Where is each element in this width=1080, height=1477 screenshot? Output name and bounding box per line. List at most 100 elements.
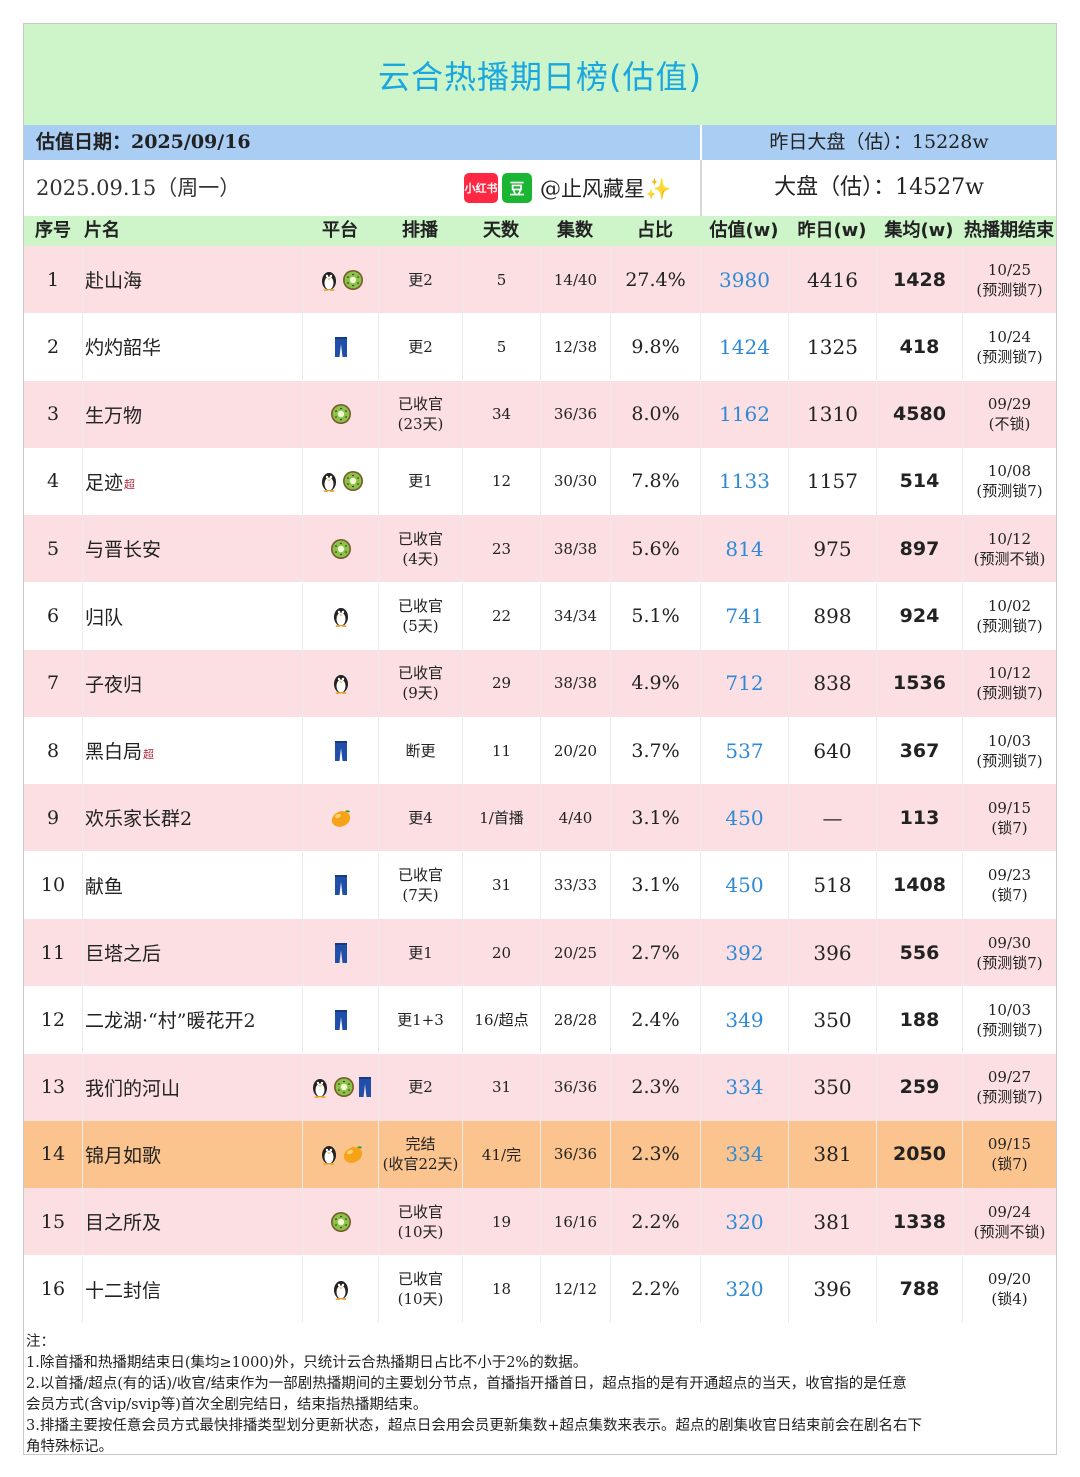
rank-cell: 8 — [46, 739, 60, 762]
average-cell: 1408 — [876, 851, 962, 919]
estimate-date: 估值日期：2025/09/16 — [24, 125, 700, 160]
kiwi-icon — [330, 538, 351, 559]
show-title: 子夜归 — [85, 673, 143, 696]
end-text: 10/03 — [987, 731, 1032, 750]
rank-cell: 12 — [40, 1008, 66, 1031]
show-title: 锦月如歌 — [85, 1144, 162, 1167]
end-cell: 09/27 (预测锁7) — [962, 1053, 1056, 1121]
average-cell: 556 — [876, 919, 962, 986]
title-cell: 赴山海 — [82, 246, 302, 313]
schedule-text: 更4 — [408, 808, 433, 827]
days-cell: 5 — [462, 313, 540, 381]
days-cell: 19 — [462, 1188, 540, 1256]
end-text: (预测锁7) — [976, 1088, 1043, 1107]
share-cell: 2.4% — [610, 986, 700, 1054]
end-text: 10/03 — [987, 1000, 1032, 1019]
rank-cell: 10 — [40, 874, 66, 897]
jeans-icon — [358, 1077, 371, 1098]
table-row: 6 归队 已收官 (5天) 22 34/34 5.1% 741 898 924 10/02 (预测锁7… — [24, 582, 1056, 650]
yesterday-cell: 396 — [788, 919, 876, 986]
platform-cell — [302, 380, 378, 448]
episodes-cell: 28/28 — [540, 986, 610, 1054]
end-text: (锁7) — [991, 818, 1028, 837]
title-cell: 我们的河山 — [82, 1053, 302, 1121]
share-cell: 3.7% — [610, 717, 700, 785]
header-yesterday: 昨日(w) — [797, 220, 867, 241]
header-average: 集均(w) — [884, 220, 954, 241]
end-cell: 09/29 (不锁) — [962, 380, 1056, 448]
market-total: 大盘（估）：14527w — [774, 175, 984, 200]
schedule-text: 更1+3 — [397, 1010, 444, 1029]
schedule-cell: 已收官 (9天) — [378, 649, 462, 717]
header-seq: 序号 — [35, 220, 71, 241]
value-cell: 450 — [700, 851, 788, 919]
table-row: 12 二龙湖·“村”暖花开2 更1+3 16/超点 28/28 2.4% 349 350 188… — [24, 986, 1056, 1054]
end-text: (锁4) — [991, 1290, 1028, 1308]
value-cell: 3980 — [700, 246, 788, 313]
super-mark: 超 — [124, 478, 136, 492]
share-cell: 2.2% — [610, 1188, 700, 1256]
average-cell: 1536 — [876, 649, 962, 717]
end-text: 09/29 — [987, 395, 1032, 414]
schedule-text: 已收官 — [397, 529, 443, 548]
yesterday-cell: 350 — [788, 986, 876, 1054]
end-cell: 09/15 (锁7) — [962, 784, 1056, 852]
yesterday-market: 昨日大盘（估）：15228w — [702, 125, 1056, 160]
schedule-text: (23天) — [397, 415, 444, 434]
end-text: (锁7) — [991, 886, 1028, 905]
platform-cell — [302, 1188, 378, 1256]
show-title: 欢乐家长群2 — [85, 808, 193, 831]
yesterday-cell: 1325 — [788, 313, 876, 381]
share-cell: 9.8% — [610, 313, 700, 381]
title-cell: 灼灼韶华 — [82, 313, 302, 381]
super-mark: 超 — [143, 747, 155, 761]
show-title: 二龙湖·“村”暖花开2 — [85, 1010, 256, 1033]
share-cell: 2.2% — [610, 1255, 700, 1323]
share-cell: 8.0% — [610, 380, 700, 448]
schedule-text: 更1 — [408, 472, 433, 491]
end-cell: 09/15 (锁7) — [962, 1120, 1056, 1188]
kiwi-icon — [333, 1077, 354, 1098]
show-title: 十二封信 — [85, 1279, 162, 1302]
platform-cell — [302, 246, 378, 313]
value-cell: 334 — [700, 1120, 788, 1188]
end-text: 09/23 — [987, 866, 1032, 885]
title-cell: 锦月如歌 — [82, 1120, 302, 1188]
schedule-text: 已收官 — [397, 597, 443, 615]
table-row: 16 十二封信 已收官 (10天) 18 12/12 2.2% 320 396 788 09/20 (… — [24, 1255, 1056, 1323]
table-row: 15 目之所及 已收官 (10天) 19 16/16 2.2% 320 381 1338 09/24… — [24, 1188, 1056, 1256]
title-cell: 黑白局超 — [82, 717, 302, 785]
page-title: 云合热播期日榜(估值) — [378, 57, 702, 96]
end-text: 10/12 — [987, 664, 1032, 683]
platform-cell — [302, 313, 378, 381]
title-cell: 欢乐家长群2 — [82, 784, 302, 852]
episodes-cell: 36/36 — [540, 380, 610, 448]
schedule-cell: 已收官 (7天) — [378, 851, 462, 919]
footnotes: 注： 1.除首播和热播期结束日(集均≥1000)外，只统计云合热播期日占比不小于2… — [24, 1324, 1056, 1458]
share-cell: 27.4% — [610, 246, 700, 313]
schedule-cell: 已收官 (4天) — [378, 515, 462, 583]
schedule-cell: 已收官 (23天) — [378, 380, 462, 448]
schedule-text: 更2 — [408, 1078, 433, 1097]
platform-cell — [302, 919, 378, 986]
rank-cell: 11 — [40, 941, 66, 964]
platform-cell — [302, 1053, 378, 1121]
note-line: 1.除首播和热播期结束日(集均≥1000)外，只统计云合热播期日占比不小于2%的… — [26, 1355, 588, 1371]
days-cell: 22 — [462, 582, 540, 650]
days-cell: 18 — [462, 1255, 540, 1323]
platform-cell — [302, 447, 378, 515]
jeans-icon — [334, 942, 347, 963]
schedule-text: 已收官 — [397, 1202, 443, 1221]
days-cell: 41/完 — [462, 1120, 540, 1188]
average-cell: 4580 — [876, 380, 962, 448]
title-cell: 十二封信 — [82, 1255, 302, 1323]
days-cell: 31 — [462, 1053, 540, 1121]
schedule-cell: 已收官 (5天) — [378, 582, 462, 650]
schedule-cell: 断更 — [378, 717, 462, 785]
platform-cell — [302, 717, 378, 785]
end-text: 09/30 — [987, 933, 1032, 952]
header-platform: 平台 — [322, 220, 358, 241]
schedule-text: 更2 — [408, 337, 433, 356]
end-cell: 10/03 (预测锁7) — [962, 986, 1056, 1054]
yesterday-cell: 350 — [788, 1053, 876, 1121]
